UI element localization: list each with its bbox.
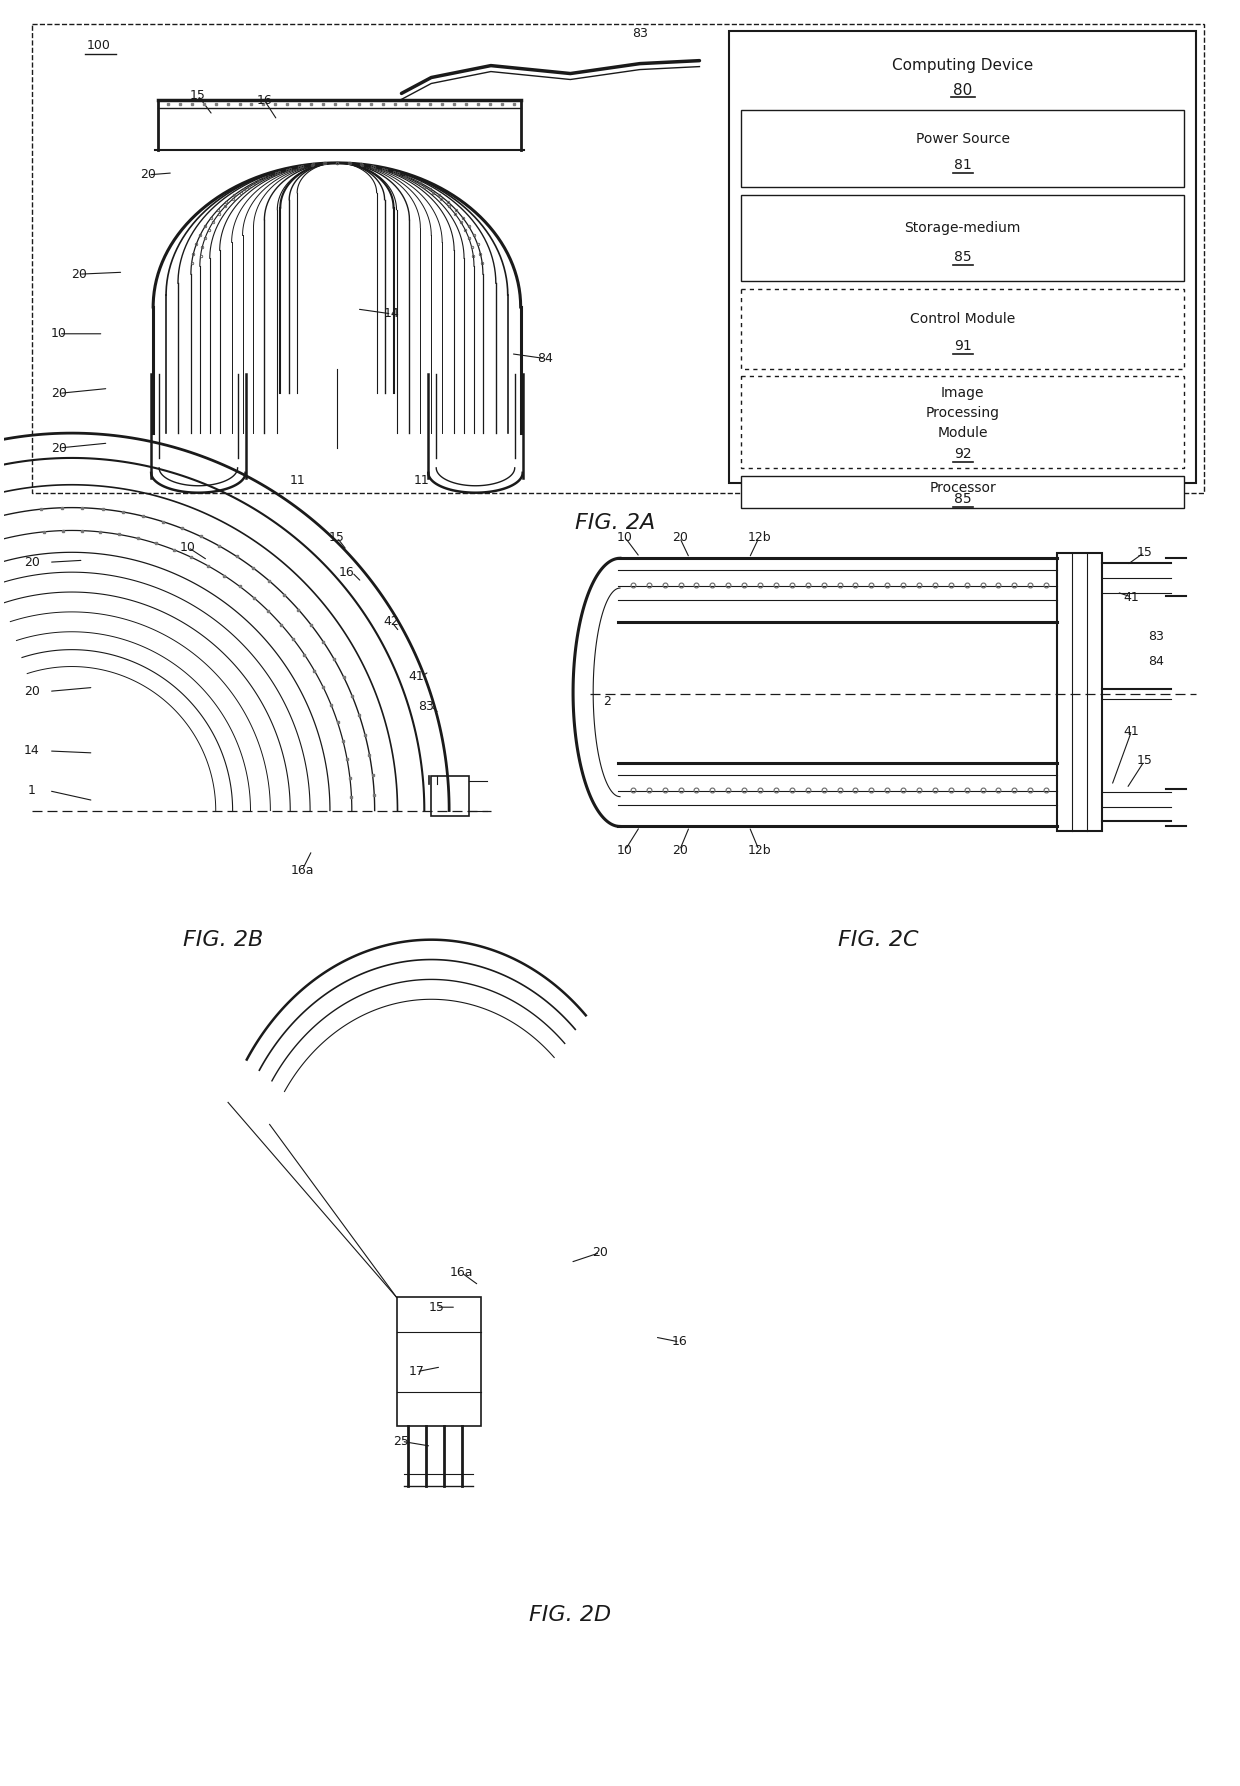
Bar — [729, 30, 1197, 482]
Bar — [742, 111, 1184, 188]
Bar — [432, 775, 469, 816]
Text: 16a: 16a — [290, 864, 314, 877]
Bar — [742, 475, 1184, 507]
Bar — [742, 195, 1184, 280]
Text: FIG. 2A: FIG. 2A — [575, 513, 655, 532]
Text: 17: 17 — [408, 1365, 424, 1379]
Text: 84: 84 — [538, 352, 553, 364]
Text: 91: 91 — [954, 339, 972, 354]
Text: 15: 15 — [190, 89, 206, 102]
Text: 16: 16 — [339, 566, 355, 579]
Text: 83: 83 — [632, 27, 647, 41]
Text: Processor: Processor — [929, 480, 996, 495]
Bar — [397, 1297, 481, 1427]
Text: 20: 20 — [140, 168, 156, 182]
Text: 83: 83 — [418, 700, 434, 713]
Text: 10: 10 — [618, 530, 632, 545]
Text: 16: 16 — [672, 1336, 687, 1348]
Text: 20: 20 — [593, 1247, 608, 1259]
Text: 12b: 12b — [748, 530, 771, 545]
Text: FIG. 2C: FIG. 2C — [838, 931, 919, 950]
Text: 12b: 12b — [748, 843, 771, 857]
Text: 10: 10 — [51, 327, 67, 341]
Text: Image: Image — [941, 386, 985, 400]
Text: 2: 2 — [603, 695, 611, 707]
Text: Computing Device: Computing Device — [892, 59, 1033, 73]
Text: FIG. 2D: FIG. 2D — [529, 1606, 611, 1625]
Text: 10: 10 — [618, 843, 632, 857]
Text: 15: 15 — [329, 530, 345, 545]
Text: 41: 41 — [1123, 725, 1140, 738]
Text: 11: 11 — [289, 475, 305, 488]
Text: 100: 100 — [87, 39, 110, 52]
Text: 25: 25 — [393, 1434, 409, 1448]
Text: Power Source: Power Source — [915, 132, 1009, 146]
Text: 20: 20 — [672, 530, 687, 545]
Text: 41: 41 — [408, 670, 424, 682]
Text: 80: 80 — [954, 82, 972, 98]
Text: Processing: Processing — [926, 405, 999, 420]
Text: 14: 14 — [24, 745, 40, 757]
Text: 92: 92 — [954, 446, 971, 461]
Bar — [742, 377, 1184, 468]
Text: 20: 20 — [24, 555, 40, 568]
Text: 16a: 16a — [449, 1266, 472, 1279]
Text: 84: 84 — [1148, 655, 1164, 668]
Text: 20: 20 — [51, 388, 67, 400]
Text: 20: 20 — [24, 684, 40, 698]
Text: 20: 20 — [71, 268, 87, 280]
Text: 85: 85 — [954, 250, 971, 264]
Text: 10: 10 — [180, 541, 196, 554]
Text: 83: 83 — [1148, 630, 1164, 643]
Text: 20: 20 — [51, 441, 67, 454]
Text: 15: 15 — [428, 1300, 444, 1314]
Text: Module: Module — [937, 427, 988, 439]
Text: 81: 81 — [954, 159, 972, 173]
Text: 15: 15 — [1137, 547, 1152, 559]
Text: 14: 14 — [383, 307, 399, 320]
Text: 85: 85 — [954, 491, 971, 505]
Text: 1: 1 — [29, 784, 36, 797]
Bar — [742, 289, 1184, 368]
Text: 42: 42 — [383, 616, 399, 629]
Bar — [1056, 554, 1102, 832]
Text: Storage-medium: Storage-medium — [904, 220, 1021, 234]
Text: Control Module: Control Module — [910, 313, 1016, 327]
Text: 20: 20 — [672, 843, 687, 857]
Text: 11: 11 — [413, 475, 429, 488]
Text: 41: 41 — [1123, 591, 1140, 604]
Text: 15: 15 — [1137, 754, 1152, 768]
Bar — [32, 23, 1204, 493]
Text: FIG. 2B: FIG. 2B — [182, 931, 263, 950]
Text: 16: 16 — [257, 95, 273, 107]
